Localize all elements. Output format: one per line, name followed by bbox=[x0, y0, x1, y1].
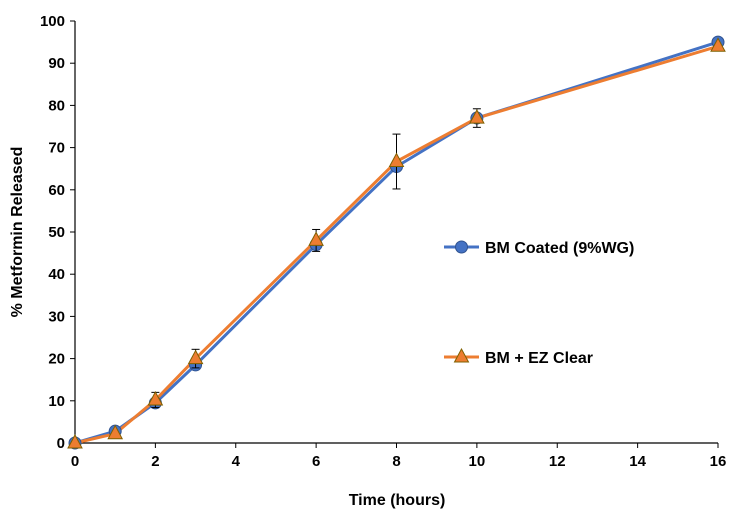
legend-item-bm-coated: BM Coated (9%WG) bbox=[444, 240, 634, 257]
x-axis-title: Time (hours) bbox=[349, 492, 446, 509]
x-tick-label: 0 bbox=[71, 453, 79, 470]
y-tick-label: 40 bbox=[48, 266, 65, 283]
x-tick-label: 12 bbox=[549, 453, 566, 470]
y-tick-label: 100 bbox=[40, 13, 65, 30]
x-tick-label: 14 bbox=[629, 453, 646, 470]
y-tick-label: 80 bbox=[48, 97, 65, 114]
x-tick-label: 10 bbox=[469, 453, 486, 470]
data-point-triangle bbox=[107, 424, 124, 440]
y-tick-label: 20 bbox=[48, 351, 65, 368]
x-tick-label: 8 bbox=[392, 453, 400, 470]
legend-marker-circle bbox=[455, 240, 468, 254]
legend-label-bm-coated: BM Coated (9%WG) bbox=[485, 240, 634, 257]
data-point-triangle bbox=[710, 37, 726, 52]
data-point-triangle bbox=[469, 109, 485, 124]
legend-label-bm-ez-clear: BM + EZ Clear bbox=[485, 350, 593, 367]
y-tick-label: 30 bbox=[48, 308, 65, 325]
data-point-triangle bbox=[67, 433, 83, 449]
data-point-triangle bbox=[147, 390, 164, 406]
y-tick-label: 10 bbox=[48, 393, 65, 410]
series-line-2 bbox=[74, 44, 719, 445]
legend: BM Coated (9%WG) BM + EZ Clear bbox=[444, 240, 634, 367]
x-tick-label: 2 bbox=[151, 453, 159, 470]
x-tick-label: 16 bbox=[710, 453, 727, 470]
legend-marker-triangle bbox=[453, 347, 470, 363]
data-point-triangle bbox=[187, 349, 204, 365]
y-tick-label: 60 bbox=[48, 182, 65, 199]
legend-item-bm-ez-clear: BM + EZ Clear bbox=[444, 347, 593, 367]
data-point-triangle bbox=[388, 152, 405, 167]
y-tick-label: 90 bbox=[48, 55, 65, 72]
plot-area: 0 10 20 30 40 50 60 70 80 90 100 0 2 4 6 8 10 12 14 16 bbox=[40, 13, 726, 470]
data-point-triangle bbox=[308, 231, 324, 246]
y-tick-label: 70 bbox=[48, 140, 65, 157]
x-tick-label: 6 bbox=[312, 453, 320, 470]
x-tick-label: 4 bbox=[232, 453, 241, 470]
y-axis-title: % Metformin Released bbox=[9, 147, 26, 318]
y-tick-label: 0 bbox=[57, 435, 65, 452]
y-tick-label: 50 bbox=[48, 224, 65, 241]
